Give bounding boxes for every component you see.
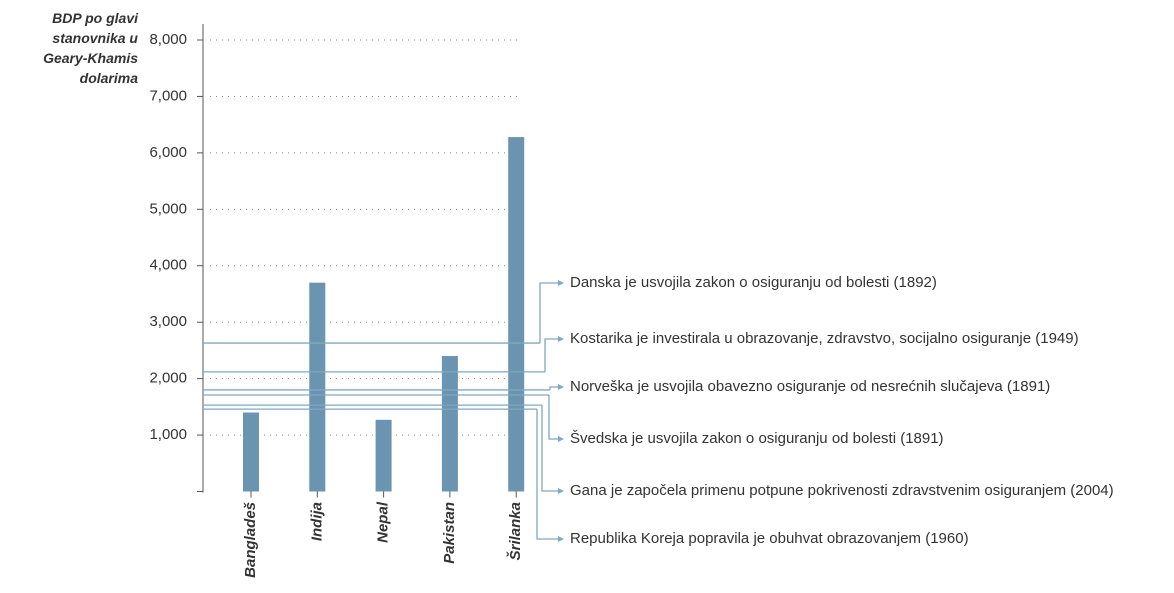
annotation-connector bbox=[549, 386, 558, 390]
annotation-connector bbox=[544, 338, 558, 372]
y-tick-label: 3,000 bbox=[149, 313, 187, 330]
y-tick-label: 2,000 bbox=[149, 370, 187, 387]
x-tick-label: Pakistan bbox=[441, 502, 458, 564]
y-tick-label: 6,000 bbox=[149, 144, 187, 161]
annotation-arrow bbox=[558, 280, 564, 286]
annotation-connector bbox=[536, 409, 558, 540]
annotation-label: Norveška je usvojila obavezno osiguranje… bbox=[570, 378, 1050, 395]
annotation-arrow bbox=[558, 336, 564, 342]
y-tick-label: 4,000 bbox=[149, 257, 187, 274]
y-tick-label: 8,000 bbox=[149, 31, 187, 48]
annotation-connector bbox=[541, 405, 558, 492]
annotation-label: Švedska je usvojila zakon o osiguranju o… bbox=[570, 430, 944, 447]
x-tick-label: Bangladeš bbox=[242, 502, 259, 578]
annotation-arrow bbox=[558, 384, 564, 390]
bar bbox=[508, 137, 525, 492]
annotation-label: Republika Koreja popravila je obuhvat ob… bbox=[570, 530, 969, 547]
bar bbox=[441, 356, 458, 492]
y-axis-title: BDP po glavi stanovnika u Geary-Khamis d… bbox=[43, 10, 138, 86]
y-tick-label: 5,000 bbox=[149, 200, 187, 217]
annotation-label: Danska je usvojila zakon o osiguranju od… bbox=[570, 274, 937, 291]
annotation-connector bbox=[539, 282, 558, 344]
annotation-arrow bbox=[558, 488, 564, 494]
annotation-arrow bbox=[558, 436, 564, 442]
annotation-arrow bbox=[558, 536, 564, 542]
annotation-label: Kostarika je investirala u obrazovanje, … bbox=[570, 330, 1079, 347]
x-tick-label: Nepal bbox=[375, 501, 392, 543]
x-tick-label: Indija bbox=[308, 502, 325, 541]
x-tick-label: Šrilanka bbox=[506, 502, 524, 560]
y-tick-label: 1,000 bbox=[149, 426, 187, 443]
annotation-label: Gana je započela primenu potpune pokrive… bbox=[570, 482, 1114, 499]
annotation-connector bbox=[548, 394, 558, 440]
y-tick-label: 7,000 bbox=[149, 87, 187, 104]
bar bbox=[243, 412, 259, 492]
bar bbox=[375, 419, 392, 492]
bar bbox=[309, 282, 326, 492]
